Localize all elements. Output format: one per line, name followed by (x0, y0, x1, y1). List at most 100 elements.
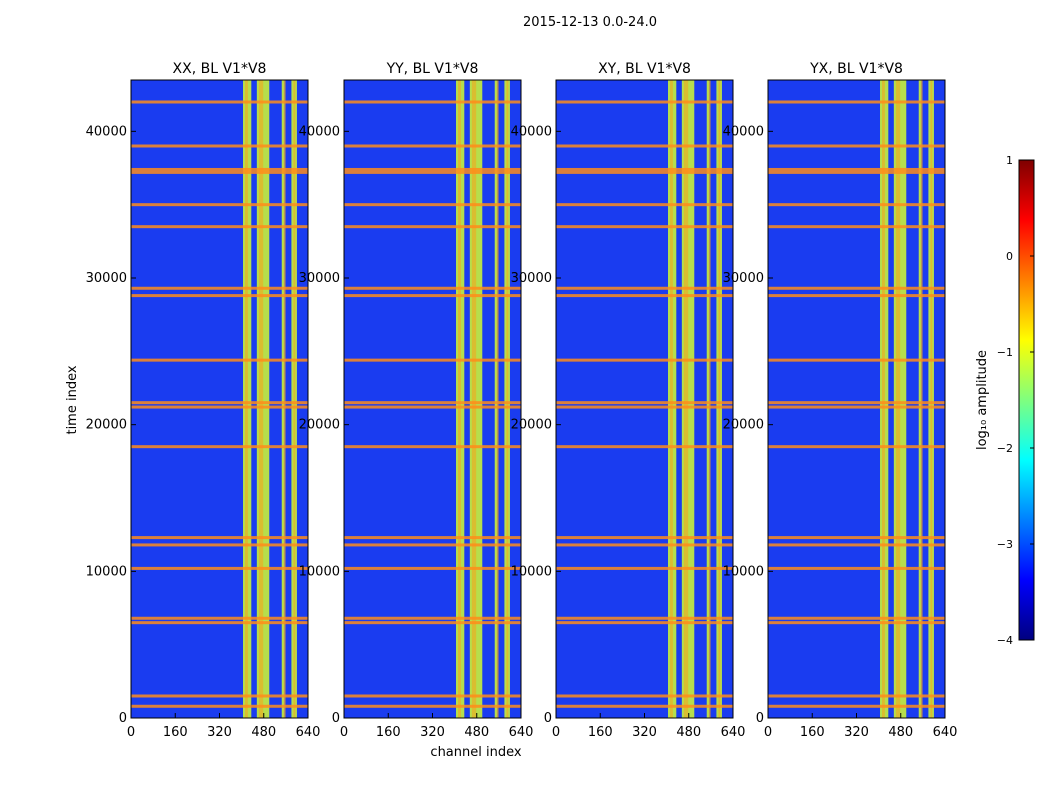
flagged-row (344, 536, 521, 540)
flagged-row (131, 294, 308, 298)
panel-yx: YX, BL V1*V8 0 160 320 480 640 0 10000 20000 3000… (723, 61, 958, 740)
heatmap-background (768, 80, 945, 718)
panel-xy: XY, BL V1*V8 0 160 320 480 640 0 10000 20000 3000… (511, 61, 746, 740)
y-axis-label: time index (65, 365, 80, 434)
flagged-row (131, 621, 308, 625)
heatmap-background (131, 80, 308, 718)
flagged-row (556, 100, 733, 104)
flagged-row (344, 203, 521, 207)
channel-band-core (283, 80, 286, 718)
channel-band (281, 80, 285, 718)
flagged-row (768, 694, 945, 698)
panels-group: XX, BL V1*V8 0 160 320 480 640 0 10000 20000 3000… (86, 61, 958, 740)
flagged-row (131, 536, 308, 540)
flagged-row (556, 704, 733, 708)
flagged-row (556, 401, 733, 405)
x-tick-label: 160 (588, 725, 613, 740)
flagged-row (344, 445, 521, 449)
y-tick-label: 30000 (86, 271, 127, 286)
colorbar-tick-label: 1 (1006, 154, 1013, 167)
flagged-row (556, 405, 733, 409)
channel-band (706, 80, 710, 718)
colorbar-tick-label: 0 (1006, 250, 1013, 263)
flagged-row (768, 144, 945, 148)
y-tick-label: 10000 (723, 564, 764, 579)
flagged-row (131, 170, 308, 174)
channel-band-core (708, 80, 711, 718)
y-tick-label: 20000 (299, 418, 340, 433)
flagged-row (344, 621, 521, 625)
flagged-row (556, 543, 733, 547)
y-tick-label: 40000 (511, 124, 552, 139)
channel-band (494, 80, 498, 718)
panel-title: XY, BL V1*V8 (598, 61, 691, 77)
flagged-row (131, 445, 308, 449)
flagged-row (768, 543, 945, 547)
x-tick-label: 640 (933, 725, 958, 740)
x-tick-label: 480 (676, 725, 701, 740)
flagged-row (768, 401, 945, 405)
figure-suptitle: 2015-12-13 0.0-24.0 (523, 15, 657, 30)
flagged-row (344, 100, 521, 104)
x-tick-label: 640 (296, 725, 321, 740)
flagged-row (768, 445, 945, 449)
x-tick-label: 640 (509, 725, 534, 740)
flagged-row (768, 704, 945, 708)
flagged-row (131, 358, 308, 362)
flagged-row (768, 566, 945, 570)
panel-yy: YY, BL V1*V8 0 160 320 480 640 0 10000 20000 3000… (299, 61, 534, 740)
channel-band-core (245, 80, 248, 718)
flagged-row (131, 694, 308, 698)
flagged-row (344, 286, 521, 290)
flagged-row (556, 694, 733, 698)
x-tick-label: 320 (844, 725, 869, 740)
x-tick-label: 320 (207, 725, 232, 740)
y-tick-label: 20000 (511, 418, 552, 433)
x-tick-label: 160 (800, 725, 825, 740)
flagged-row (768, 225, 945, 229)
colorbar: log₁₀ amplitude 1 0 −1 −2 −3 −4 (975, 154, 1035, 647)
channel-band-core (293, 80, 296, 718)
flagged-row (556, 566, 733, 570)
flagged-row (556, 203, 733, 207)
flagged-row (768, 286, 945, 290)
x-tick-label: 320 (632, 725, 657, 740)
flagged-row (556, 167, 733, 171)
colorbar-tick-label: −3 (997, 538, 1013, 551)
flagged-row (556, 170, 733, 174)
heatmap-background (344, 80, 521, 718)
x-tick-label: 480 (251, 725, 276, 740)
flagged-row (131, 100, 308, 104)
x-tick-label: 0 (340, 725, 348, 740)
flagged-row (344, 225, 521, 229)
flagged-row (131, 144, 308, 148)
colorbar-tick-label: −1 (997, 346, 1013, 359)
colorbar-gradient (1018, 159, 1035, 641)
flagged-row (556, 536, 733, 540)
flagged-row (344, 170, 521, 174)
flagged-row (768, 100, 945, 104)
channel-band-core (670, 80, 673, 718)
y-tick-label: 30000 (723, 271, 764, 286)
colorbar-tick-label: −2 (997, 442, 1013, 455)
flagged-row (344, 167, 521, 171)
flagged-row (556, 358, 733, 362)
y-tick-label: 0 (119, 711, 127, 726)
flagged-row (768, 405, 945, 409)
channel-band-core (496, 80, 499, 718)
channel-band-core (458, 80, 461, 718)
flagged-row (131, 616, 308, 620)
flagged-row (131, 225, 308, 229)
channel-band-core (895, 80, 901, 718)
flagged-row (344, 704, 521, 708)
flagged-row (344, 405, 521, 409)
x-tick-label: 0 (552, 725, 560, 740)
channel-band-core (920, 80, 923, 718)
flagged-row (131, 566, 308, 570)
x-tick-label: 0 (764, 725, 772, 740)
x-tick-label: 640 (721, 725, 746, 740)
channel-band-core (718, 80, 721, 718)
x-tick-label: 320 (420, 725, 445, 740)
flagged-row (344, 401, 521, 405)
y-tick-label: 40000 (723, 124, 764, 139)
